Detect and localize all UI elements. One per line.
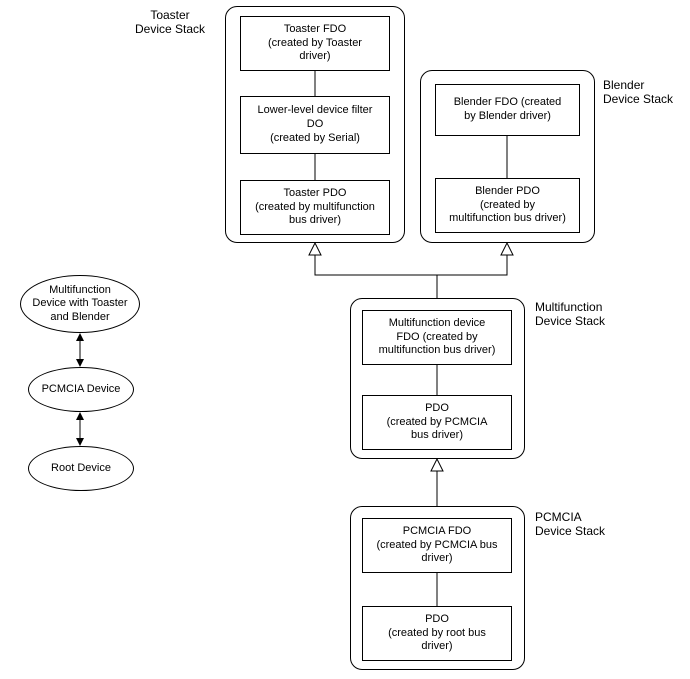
mf-device-ellipse: MultifunctionDevice with Toasterand Blen…: [20, 275, 140, 333]
toaster-fdo-box: Toaster FDO(created by Toasterdriver): [240, 16, 390, 71]
toaster-pdo-box: Toaster PDO(created by multifunctionbus …: [240, 180, 390, 235]
blender-fdo-box: Blender FDO (createdby Blender driver): [435, 84, 580, 136]
pcmcia-stack-label: PCMCIADevice Stack: [535, 510, 635, 539]
toaster-stack-label: ToasterDevice Stack: [120, 8, 220, 37]
mf-fdo-box: Multifunction deviceFDO (created bymulti…: [362, 310, 512, 365]
multifunction-stack-label: MultifunctionDevice Stack: [535, 300, 635, 329]
toaster-filter-box: Lower-level device filterDO(created by S…: [240, 96, 390, 154]
pcmcia-fdo-box: PCMCIA FDO(created by PCMCIA busdriver): [362, 518, 512, 573]
blender-stack-label: BlenderDevice Stack: [603, 78, 690, 107]
pcmcia-pdo-box: PDO(created by root busdriver): [362, 606, 512, 661]
root-device-ellipse: Root Device: [28, 446, 134, 491]
blender-pdo-box: Blender PDO(created bymultifunction bus …: [435, 178, 580, 233]
pcmcia-device-ellipse: PCMCIA Device: [28, 367, 134, 412]
mf-pdo-box: PDO(created by PCMCIAbus driver): [362, 395, 512, 450]
